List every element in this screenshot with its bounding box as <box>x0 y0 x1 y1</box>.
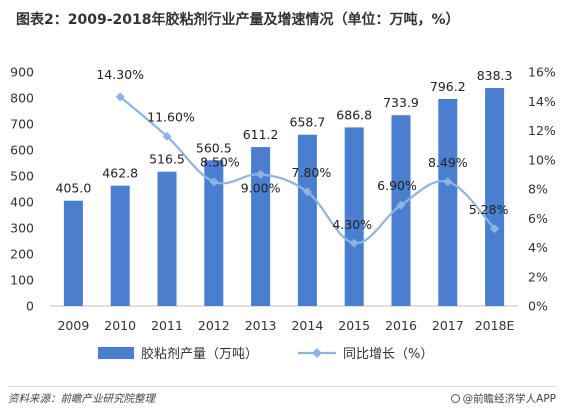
line-value-label: 8.49% <box>428 155 468 170</box>
x-tick-label: 2013 <box>245 318 277 333</box>
left-axis-ticks: 0 100 200 300 400 500 600 700 800 900 <box>10 65 34 314</box>
x-axis-ticks: 2009 2010 2011 2012 2013 2014 2015 2016 2017 2018… <box>57 318 514 333</box>
left-tick-label: 0 <box>26 299 34 314</box>
left-tick-label: 300 <box>10 221 34 236</box>
line-value-label: 7.80% <box>292 165 332 180</box>
source-note: 资料来源：前瞻产业研究院整理 <box>8 393 155 405</box>
bar-data-labels: 405.0 462.8 516.5 560.5 611.2 658.7 686.8 733.9… <box>56 68 513 196</box>
left-tick-label: 100 <box>10 273 34 288</box>
bar <box>391 115 411 306</box>
left-tick-label: 600 <box>10 143 34 158</box>
right-tick-label: 0% <box>528 299 548 314</box>
line-point <box>490 224 500 234</box>
bar <box>251 147 271 306</box>
legend-bar-label: 胶粘剂产量（万吨） <box>141 346 258 362</box>
x-tick-label: 2011 <box>151 318 183 333</box>
line-value-label: 8.50% <box>200 155 240 170</box>
legend-line-label: 同比增长（%） <box>343 347 433 362</box>
bar-value-label: 658.7 <box>290 115 326 130</box>
line-value-label: 4.30% <box>332 217 372 232</box>
bar <box>204 160 224 306</box>
footer-divider <box>8 386 556 387</box>
brand-icon <box>450 394 460 403</box>
growth-points <box>115 92 500 248</box>
left-tick-label: 400 <box>10 195 34 210</box>
bar-value-label: 560.5 <box>196 140 232 155</box>
line-value-label: 14.30% <box>96 67 144 82</box>
line-point <box>256 169 266 179</box>
x-tick-label: 2014 <box>291 318 323 333</box>
left-tick-label: 200 <box>10 247 34 262</box>
bar-value-label: 796.2 <box>430 79 466 94</box>
bar-value-label: 462.8 <box>102 166 138 181</box>
right-tick-label: 16% <box>528 65 556 80</box>
line-point <box>302 187 312 197</box>
line-point <box>349 238 359 248</box>
line-data-labels: 14.30% 11.60% 8.50%9.00% 7.80% 4.30% 6.90% 8.4… <box>96 67 508 232</box>
x-tick-label: 2017 <box>432 318 464 333</box>
bar <box>344 127 364 306</box>
right-tick-label: 12% <box>528 123 556 138</box>
x-tick-label: 2015 <box>338 318 370 333</box>
right-axis-ticks: 0% 2% 4% 6% 8% 10% 12% 14% 16% <box>528 65 556 314</box>
bar-value-label: 405.0 <box>56 181 92 196</box>
line-value-label: 6.90% <box>377 178 417 193</box>
bar <box>110 185 130 306</box>
left-tick-label: 800 <box>10 91 34 106</box>
right-tick-label: 14% <box>528 94 556 109</box>
line-point <box>162 131 172 141</box>
legend-bar-swatch <box>98 347 134 359</box>
bar-series <box>63 88 505 307</box>
bar-value-label: 838.3 <box>477 68 513 83</box>
line-value-label: 11.60% <box>147 109 195 124</box>
right-tick-label: 6% <box>528 211 548 226</box>
x-tick-label: 2010 <box>104 318 136 333</box>
x-tick-label: 2016 <box>385 318 417 333</box>
bar-value-label: 733.9 <box>383 95 419 110</box>
legend: 胶粘剂产量（万吨） 同比增长（%） <box>98 346 433 362</box>
right-tick-label: 8% <box>528 182 548 197</box>
combo-chart: 0 100 200 300 400 500 600 700 800 900 0% 2% 4% 6% 8% 1… <box>10 65 556 363</box>
bar <box>297 134 317 306</box>
bar <box>438 98 458 306</box>
left-tick-label: 700 <box>10 117 34 132</box>
line-point <box>396 200 406 210</box>
x-tick-label: 2009 <box>57 318 89 333</box>
line-value-label: 5.28% <box>469 202 509 217</box>
bar <box>63 200 83 306</box>
bar <box>485 88 505 307</box>
right-tick-label: 10% <box>528 152 556 167</box>
legend-line-marker <box>312 348 322 358</box>
line-value-label: 9.00% <box>241 180 281 195</box>
line-point <box>209 177 219 187</box>
bar-value-label: 516.5 <box>149 152 185 167</box>
x-tick-label: 2018E <box>475 318 515 333</box>
right-tick-label: 2% <box>528 269 548 284</box>
bar <box>157 171 177 306</box>
brand-text: @前瞻经济学人APP <box>462 393 556 405</box>
left-tick-label: 900 <box>10 65 34 80</box>
right-tick-label: 4% <box>528 240 548 255</box>
x-tick-label: 2012 <box>198 318 230 333</box>
bar-value-label: 686.8 <box>336 107 372 122</box>
line-point <box>443 177 453 187</box>
chart-title: 图表2：2009-2018年胶粘剂行业产量及增速情况（单位：万吨，%） <box>16 12 460 28</box>
line-point <box>115 92 125 102</box>
bar-value-label: 611.2 <box>243 127 279 142</box>
brand-credit: @前瞻经济学人APP <box>450 391 556 406</box>
left-tick-label: 500 <box>10 169 34 184</box>
